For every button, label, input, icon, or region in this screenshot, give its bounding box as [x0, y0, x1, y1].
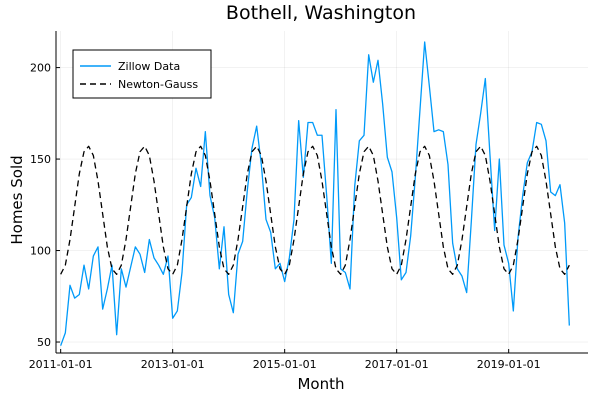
y-tick-label: 100	[30, 245, 51, 258]
x-tick-label: 2019-01-01	[477, 358, 541, 371]
x-tick-label: 2017-01-01	[365, 358, 429, 371]
y-tick-label: 150	[30, 153, 51, 166]
legend-box	[72, 49, 212, 99]
y-tick-label: 50	[37, 336, 51, 349]
series-group	[60, 41, 570, 346]
x-tick-label: 2015-01-01	[253, 358, 317, 371]
chart-title: Bothell, Washington	[226, 2, 416, 24]
series-zillow-data-line	[60, 41, 570, 346]
x-tick-label: 2013-01-01	[141, 358, 205, 371]
axes: 2011-01-01 2013-01-01 2015-01-01 2017-01-01…	[29, 31, 588, 371]
legend-label-zillow-data: Zillow Data	[118, 60, 180, 73]
legend-label-newton-gauss: Newton-Gauss	[118, 78, 198, 91]
series-newton-gauss-line	[60, 145, 570, 275]
legend: Zillow Data Newton-Gauss	[72, 49, 212, 99]
x-tick-label: 2011-01-01	[29, 358, 93, 371]
y-axis-title: Homes Sold	[8, 155, 26, 244]
y-tick-label: 200	[30, 62, 51, 75]
x-axis-title: Month	[297, 375, 344, 393]
